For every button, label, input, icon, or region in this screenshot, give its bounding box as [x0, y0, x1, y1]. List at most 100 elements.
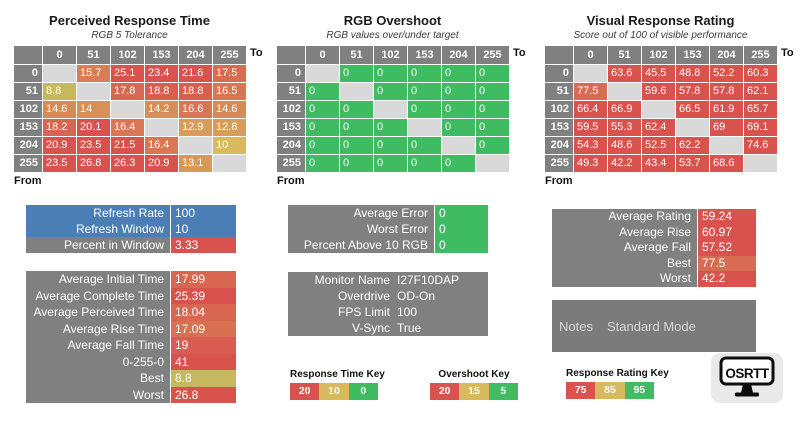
heatmap-cell: 0 — [340, 101, 373, 118]
heatmap-cell: 48.8 — [676, 65, 709, 82]
notes-value: Standard Mode — [606, 318, 696, 334]
row-value: 17.09 — [171, 320, 236, 337]
row-label: Average Perceived Time — [26, 304, 170, 321]
heatmap-cell: 21.6 — [179, 65, 212, 82]
heatmap-cell: 15.7 — [77, 65, 110, 82]
panel-row: Overdrive OD-On — [288, 288, 488, 304]
heatmap-cell: 0 — [408, 137, 441, 154]
heatmap-cell — [43, 65, 76, 82]
heatmap-cell: 0 — [374, 155, 407, 172]
row-value: True — [397, 321, 422, 335]
row-header: 51 — [14, 83, 42, 100]
heatmap-cell: 59.6 — [642, 83, 675, 100]
notes-panel: Notes Standard Mode — [552, 300, 756, 352]
heatmap-cell: 62.1 — [744, 83, 777, 100]
heatmap-cell — [77, 83, 110, 100]
heatmap-cell: 77.5 — [574, 83, 607, 100]
heatmap-cell — [408, 119, 441, 136]
panel-row: Monitor Name I27F10DAP — [288, 272, 488, 288]
row-value: OD-On — [397, 289, 436, 303]
row-value: 59.24 — [698, 209, 756, 225]
key-swatches: 20 15 5 — [430, 383, 518, 400]
col-header: 102 — [111, 46, 144, 64]
row-value: 41 — [171, 353, 236, 370]
row-label: Average Rise Time — [26, 320, 170, 337]
heatmap-cell — [744, 155, 777, 172]
heatmap-cell: 0 — [340, 119, 373, 136]
row-label: Average Fall Time — [26, 337, 170, 354]
heatmap-grid: 0 51 102 153 204 255 0 63.6 45.5 48.8 52.2 60.3 51 77… — [545, 46, 777, 172]
heatmap-cell: 60.3 — [744, 65, 777, 82]
row-label: Refresh Rate — [26, 205, 170, 221]
panel-row: Average Rise 60.97 — [552, 224, 756, 241]
heatmap-cell — [340, 83, 373, 100]
col-header: 255 — [213, 46, 246, 64]
to-axis-label: To — [513, 47, 526, 59]
heatmap-cell — [476, 155, 509, 172]
row-label: Worst Error — [288, 221, 434, 237]
color-key: Response Time Key 20 10 0 — [290, 368, 385, 400]
heatmap-grid: 0 51 102 153 204 255 0 0 0 0 0 0 51 0 0 0 0 0 102 0 0 0 0 0 153 0… — [277, 46, 509, 172]
from-axis-label: From — [545, 175, 573, 187]
row-label: Percent in Window — [26, 237, 170, 253]
table-subtitle: RGB 5 Tolerance — [91, 30, 168, 41]
col-header: 204 — [710, 46, 743, 64]
key-swatches: 75 85 95 — [566, 382, 654, 399]
monitor-panel: Monitor Name I27F10DAP Overdrive OD-On FPS L… — [288, 272, 488, 336]
row-label: Percent Above 10 RGB — [288, 237, 434, 253]
heatmap-cell: 20.1 — [77, 119, 110, 136]
row-header: 102 — [14, 101, 42, 118]
heatmap-cell: 16.5 — [213, 83, 246, 100]
heatmap-cell: 14.6 — [43, 101, 76, 118]
panel-row: Average Complete Time 25.39 — [26, 287, 236, 304]
row-label: Average Initial Time — [26, 271, 170, 288]
row-header: 153 — [277, 119, 305, 136]
col-header: 0 — [43, 46, 76, 64]
heatmap-cell — [710, 137, 743, 154]
row-label: Best — [552, 255, 697, 272]
heatmap-cell: 0 — [340, 155, 373, 172]
error-panel: Average Error 0 Worst Error 0 Percent Above … — [288, 205, 488, 253]
row-value: 57.52 — [698, 240, 756, 256]
heatmap-cell — [213, 155, 246, 172]
row-header: 255 — [277, 155, 305, 172]
row-label: Average Error — [288, 205, 434, 221]
heatmap-cell: 0 — [408, 155, 441, 172]
key-title: Response Time Key — [290, 369, 385, 380]
heatmap-cell: 26.3 — [111, 155, 144, 172]
heatmap-cell — [111, 101, 144, 118]
heatmap-cell: 12.8 — [213, 119, 246, 136]
heatmap-cell: 62.4 — [642, 119, 675, 136]
panel-row: Average Error 0 — [288, 205, 488, 221]
heatmap-rgb-overshoot: RGB Overshoot RGB values over/under targe… — [277, 12, 526, 187]
row-label: Worst — [26, 386, 170, 403]
row-header: 204 — [545, 137, 573, 154]
row-label: FPS Limit — [337, 305, 390, 319]
heatmap-cell: 65.7 — [744, 101, 777, 118]
table-title: RGB Overshoot — [343, 13, 442, 28]
heatmap-cell — [676, 119, 709, 136]
corner-cell — [277, 46, 305, 64]
heatmap-cell: 10 — [213, 137, 246, 154]
heatmap-cell: 0 — [476, 137, 509, 154]
key-swatch: 20 — [430, 383, 460, 400]
heatmap-cell: 49.3 — [574, 155, 607, 172]
col-header: 0 — [574, 46, 607, 64]
heatmap-cell: 26.8 — [77, 155, 110, 172]
row-label: Average Fall — [552, 240, 697, 256]
key-swatches: 20 10 0 — [290, 383, 378, 400]
heatmap-cell: 55.3 — [608, 119, 641, 136]
heatmap-cell: 25.1 — [111, 65, 144, 82]
heatmap-cell: 23.4 — [145, 65, 178, 82]
heatmap-cell: 42.2 — [608, 155, 641, 172]
heatmap-cell: 0 — [340, 65, 373, 82]
col-header: 51 — [340, 46, 373, 64]
osrtt-logo: OSRTT — [711, 353, 783, 403]
key-title: Response Rating Key — [566, 368, 669, 379]
key-swatch: 10 — [319, 383, 349, 400]
panel-row: Average Fall Time 19 — [26, 337, 236, 354]
col-header: 204 — [179, 46, 212, 64]
key-swatch: 0 — [348, 383, 378, 400]
heatmap-cell: 8.8 — [43, 83, 76, 100]
from-axis-label: From — [14, 175, 42, 187]
